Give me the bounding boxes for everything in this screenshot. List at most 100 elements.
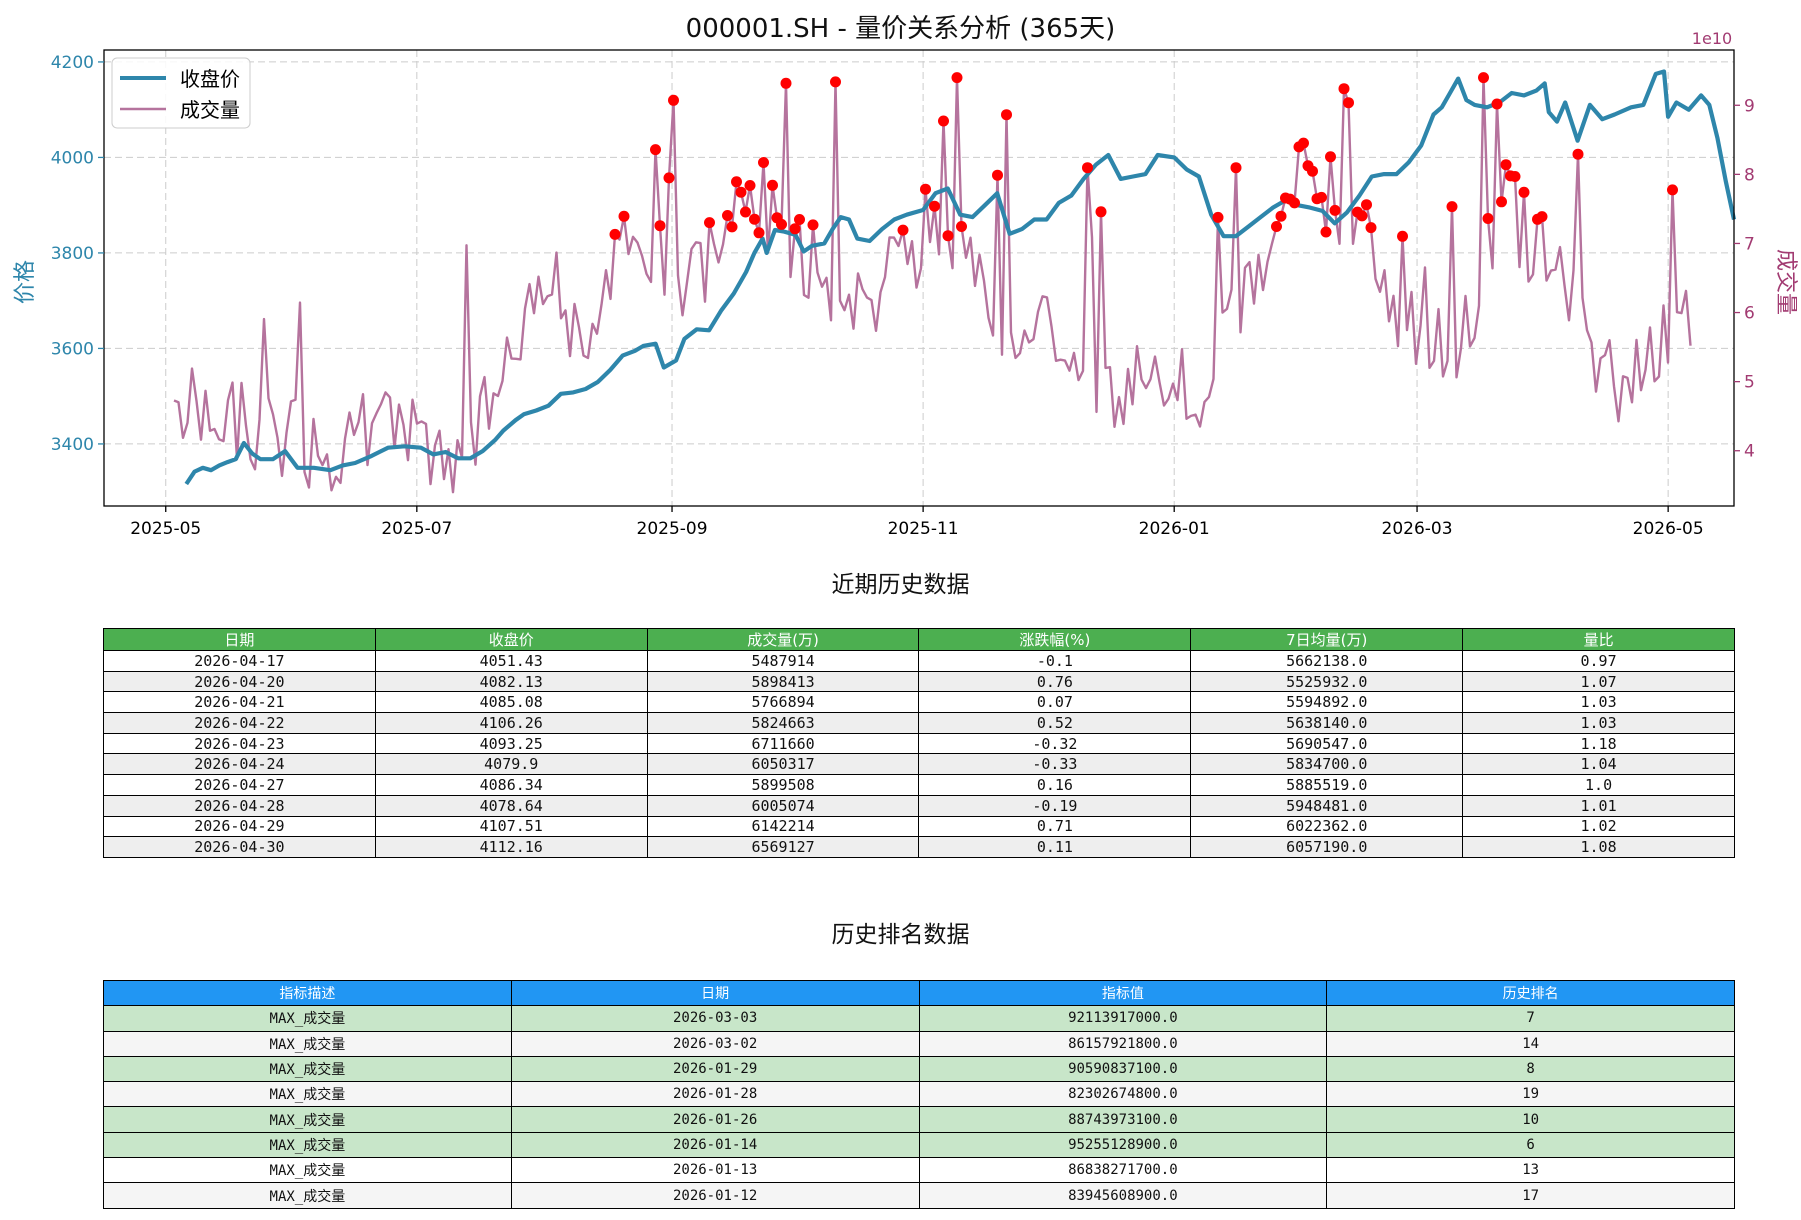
recent-table-row: 2026-04-29 4107.51 6142214 0.71 6022362.0 1.0… xyxy=(103,815,1735,838)
volume-highlight-marker xyxy=(1338,83,1350,95)
volume-highlight-marker xyxy=(740,206,751,218)
volume-highlight-marker xyxy=(1478,72,1489,84)
recent-table-cell: 6057190.0 xyxy=(1190,836,1464,858)
recent-table-cell: 6142214 xyxy=(646,815,920,838)
recent-table-cell: 4082.13 xyxy=(374,670,648,693)
volume-highlight-marker xyxy=(758,157,769,168)
recent-table-cell: 1.07 xyxy=(1462,670,1735,693)
volume-highlight-marker xyxy=(654,220,666,232)
volume-highlight-marker xyxy=(704,217,715,229)
rank-table-row: MAX_成交量 2026-01-13 86838271700.0 13 xyxy=(103,1157,1735,1184)
recent-table-cell: 6050317 xyxy=(646,753,920,776)
recent-table-cell: 5766894 xyxy=(646,691,920,714)
rank-table-cell: 88743973100.0 xyxy=(918,1106,1328,1133)
volume-highlight-marker xyxy=(1307,165,1318,177)
recent-table-cell: 1.04 xyxy=(1462,753,1735,776)
legend-volume-label: 成交量 xyxy=(180,98,240,122)
recent-table-cell: 1.03 xyxy=(1462,691,1735,714)
rank-table-cell: 86838271700.0 xyxy=(918,1157,1328,1184)
rank-table-cell: 2026-01-28 xyxy=(510,1081,920,1108)
volume-line xyxy=(173,76,1692,494)
volume-highlight-marker xyxy=(663,172,675,184)
rank-table-cell: 2026-01-12 xyxy=(510,1182,920,1209)
rank-table-cell: 2026-01-14 xyxy=(510,1131,920,1159)
rank-table-header: 历史排名 xyxy=(1326,979,1735,1007)
recent-table-cell: 4078.64 xyxy=(374,794,648,817)
volume-series xyxy=(173,76,1692,494)
recent-table-cell: 5898413 xyxy=(646,670,920,693)
axes: 3400 3600 3800 4000 4200 4 5 6 7 8 9 2025-05 2025-07… xyxy=(51,53,1755,539)
rank-table-cell: 2026-01-13 xyxy=(510,1157,920,1184)
recent-table-cell: 0.16 xyxy=(918,774,1192,796)
rank-table-cell: 2026-01-29 xyxy=(510,1055,920,1083)
volume-highlight-marker xyxy=(776,218,787,230)
recent-table-cell: 2026-04-20 xyxy=(103,670,376,693)
recent-table-cell: 2026-04-23 xyxy=(103,732,376,755)
right-tick-label: 9 xyxy=(1744,96,1755,116)
rank-table-row: MAX_成交量 2026-01-26 88743973100.0 10 xyxy=(103,1106,1735,1133)
recent-table-cell: 2026-04-28 xyxy=(103,794,376,817)
recent-table-cell: -0.19 xyxy=(918,794,1192,817)
volume-highlight-marker xyxy=(1500,159,1512,171)
rank-header-row: 指标描述 日期 指标值 历史排名 xyxy=(103,979,1735,1007)
rank-section-title: 历史排名数据 xyxy=(831,922,970,948)
rank-table-cell: MAX_成交量 xyxy=(103,1157,512,1184)
rank-table-cell: 82302674800.0 xyxy=(918,1081,1328,1108)
rank-table-cell: MAX_成交量 xyxy=(103,1081,512,1108)
rank-table-row: MAX_成交量 2026-01-28 82302674800.0 19 xyxy=(103,1081,1735,1108)
legend: 收盘价 成交量 xyxy=(111,57,251,129)
rank-table-cell: 2026-01-26 xyxy=(510,1106,920,1133)
volume-highlight-marker xyxy=(956,221,967,232)
rank-table-cell: 83945608900.0 xyxy=(918,1182,1328,1209)
recent-table-cell: 5885519.0 xyxy=(1190,774,1464,796)
volume-highlight-markers xyxy=(609,72,1678,242)
volume-highlight-marker xyxy=(942,230,954,242)
volume-highlight-marker xyxy=(1667,184,1678,196)
recent-table-row: 2026-04-30 4112.16 6569127 0.11 6057190.0 1.0… xyxy=(103,836,1735,858)
volume-highlight-marker xyxy=(753,227,765,239)
volume-highlight-marker xyxy=(668,94,679,106)
volume-highlight-marker xyxy=(1001,109,1012,121)
left-tick-label: 3800 xyxy=(51,244,94,264)
volume-highlight-marker xyxy=(609,228,621,240)
volume-highlight-marker xyxy=(1316,191,1327,203)
recent-table-cell: 1.03 xyxy=(1462,712,1735,734)
volume-highlight-marker xyxy=(1230,162,1242,174)
volume-highlight-marker xyxy=(780,77,792,89)
volume-highlight-marker xyxy=(767,179,778,191)
volume-highlight-marker xyxy=(726,221,738,233)
recent-table-cell: 5594892.0 xyxy=(1190,691,1464,714)
recent-table-row: 2026-04-17 4051.43 5487914 -0.1 5662138.0 0.9… xyxy=(103,650,1735,672)
recent-table-row: 2026-04-23 4093.25 6711660 -0.32 5690547.0 1.… xyxy=(103,732,1735,755)
rank-table-row: MAX_成交量 2026-01-29 90590837100.0 8 xyxy=(103,1055,1735,1083)
volume-highlight-marker xyxy=(722,210,733,221)
rank-table-cell: MAX_成交量 xyxy=(103,1131,512,1159)
recent-table-row: 2026-04-28 4078.64 6005074 -0.19 5948481.0 1.… xyxy=(103,794,1735,817)
volume-highlight-marker xyxy=(789,223,801,235)
recent-table-cell: 4107.51 xyxy=(374,815,648,838)
rank-table-cell: 13 xyxy=(1326,1157,1735,1184)
left-tick-label: 3400 xyxy=(51,435,94,455)
recent-table-header: 日期 xyxy=(103,628,376,651)
rank-table-cell: 19 xyxy=(1326,1081,1735,1108)
volume-highlight-marker xyxy=(1509,171,1521,182)
rank-table-cell: 92113917000.0 xyxy=(918,1005,1328,1032)
rank-table-cell: 10 xyxy=(1326,1106,1735,1133)
recent-table-cell: 4093.25 xyxy=(374,732,648,755)
rank-table-row: MAX_成交量 2026-03-02 86157921800.0 14 xyxy=(103,1030,1735,1057)
left-axis-label: 价格 xyxy=(13,260,38,304)
recent-table-cell: 2026-04-29 xyxy=(103,815,376,838)
rank-table-cell: 6 xyxy=(1326,1131,1735,1159)
volume-highlight-marker xyxy=(1536,211,1548,223)
right-tick-label: 6 xyxy=(1744,304,1755,324)
recent-table-header: 7日均量(万) xyxy=(1190,628,1464,651)
recent-table-cell: 2026-04-21 xyxy=(103,691,376,714)
volume-highlight-marker xyxy=(1329,204,1341,216)
right-tick-label: 7 xyxy=(1744,234,1755,254)
volume-highlight-marker xyxy=(1271,221,1282,232)
recent-table-cell: 0.76 xyxy=(918,670,1192,693)
recent-table-cell: 5899508 xyxy=(646,774,920,796)
recent-table-header: 成交量(万) xyxy=(646,628,920,651)
volume-highlight-marker xyxy=(920,183,931,195)
